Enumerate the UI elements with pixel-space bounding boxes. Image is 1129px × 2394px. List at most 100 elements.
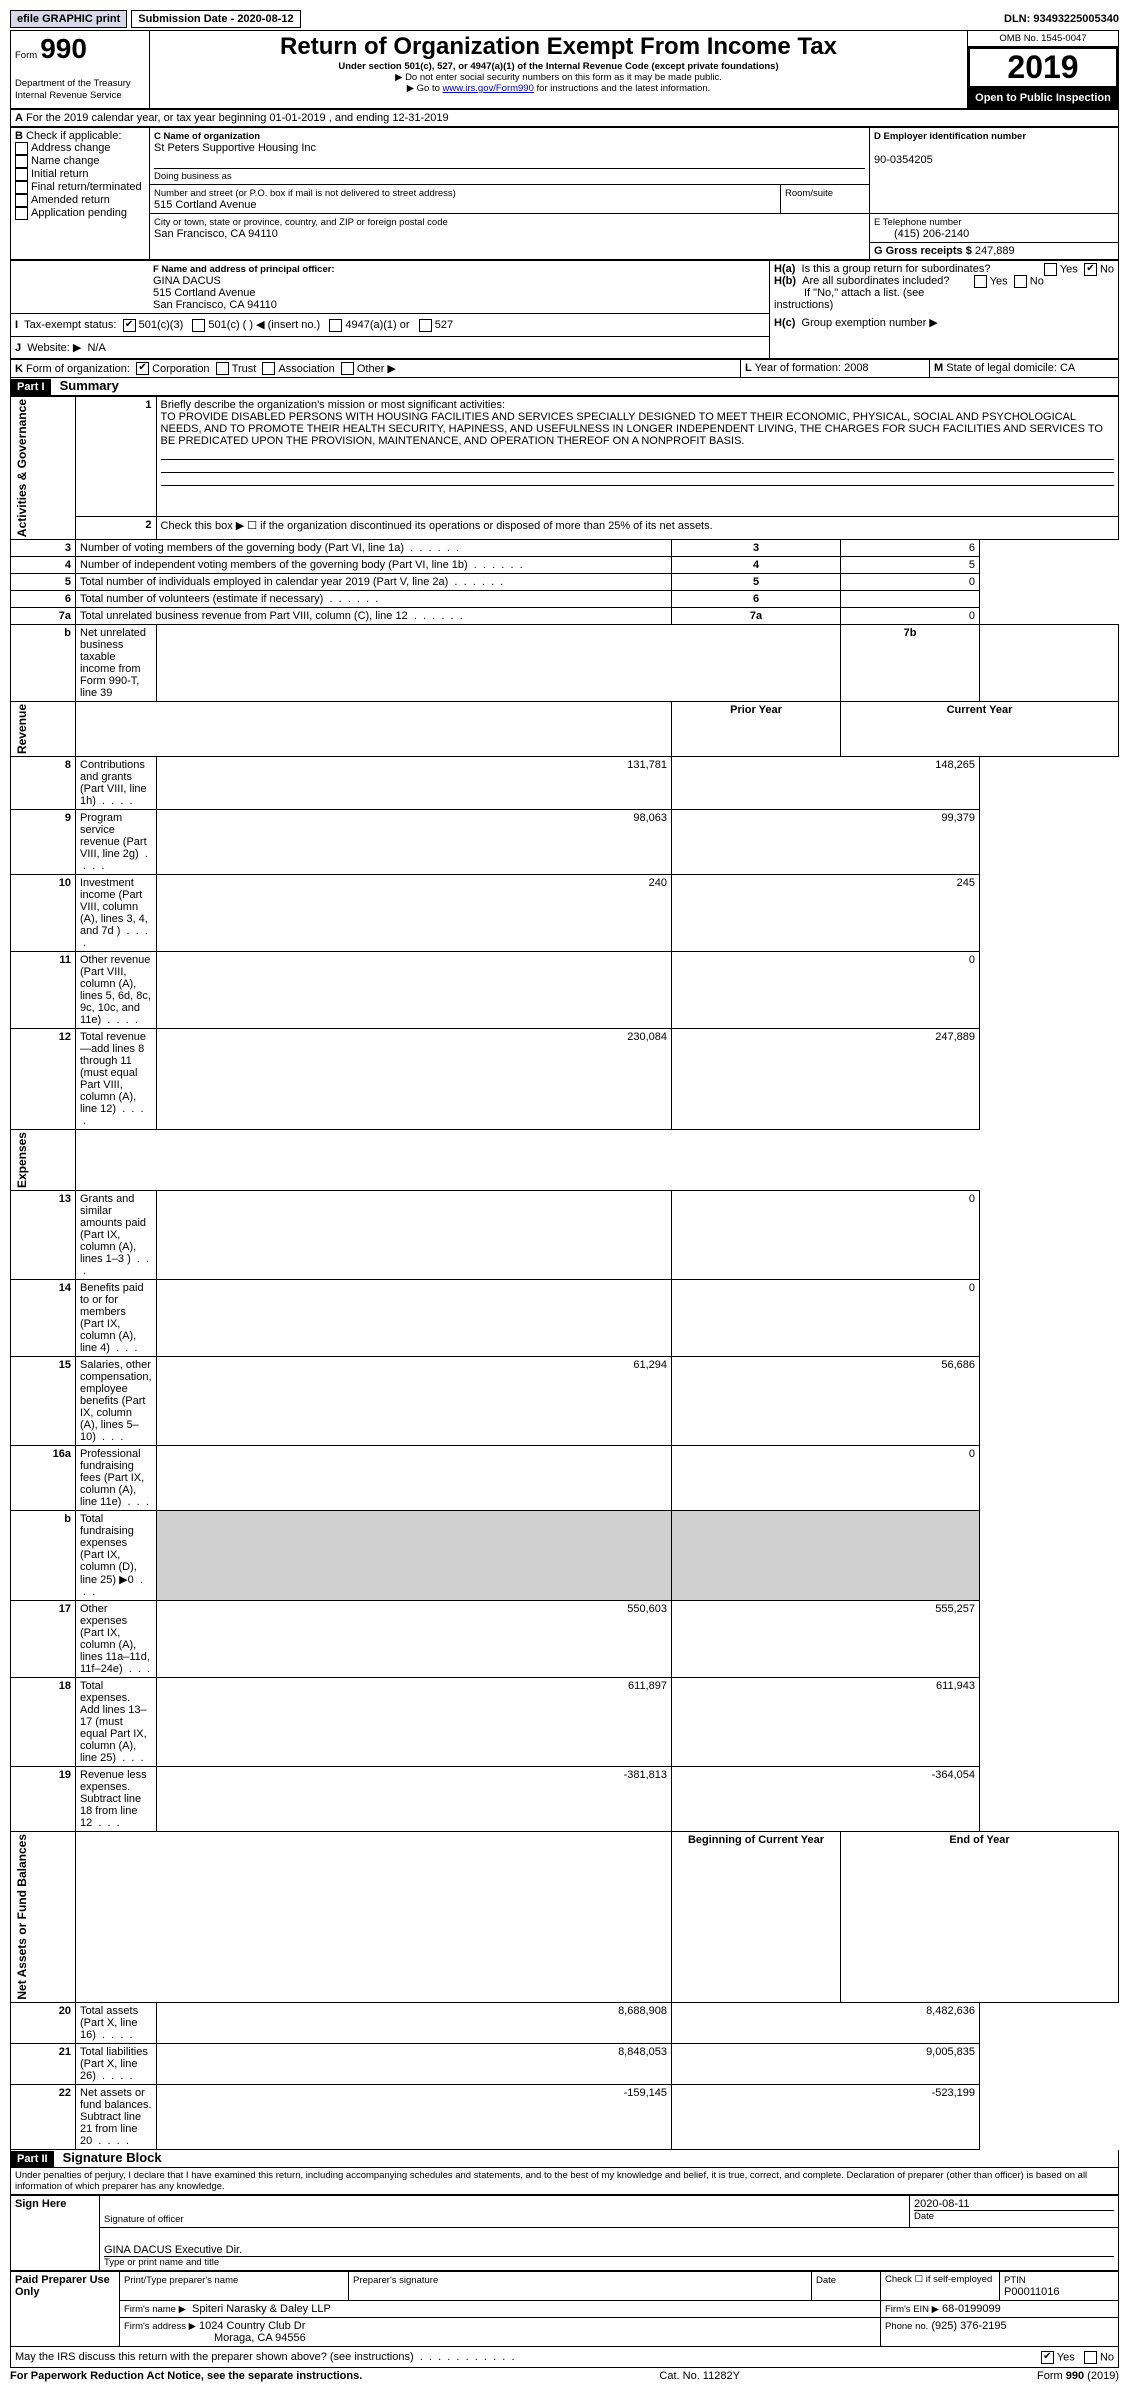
officer-name-title: GINA DACUS Executive Dir. [104,2244,1114,2257]
part2-header: Part II [11,2151,54,2167]
mission-text: TO PROVIDE DISABLED PERSONS WITH HOUSING… [161,411,1103,447]
klm-block: K Form of organization: Corporation Trus… [10,359,1119,379]
footer-left: For Paperwork Reduction Act Notice, see … [10,2370,362,2382]
k-label: Form of organization: [26,363,130,375]
footer-mid: Cat. No. 11282Y [659,2370,740,2382]
officer-name: GINA DACUS [153,275,221,287]
table-row: 21Total liabilities (Part X, line 26) . … [11,2043,1119,2084]
section-revenue: Revenue [15,704,29,754]
city-value: San Francisco, CA 94110 [154,228,278,240]
line2-text: Check this box ▶ ☐ if the organization d… [156,516,1118,539]
warn-ssn: Do not enter social security numbers on … [154,72,963,83]
preparer-block: Paid Preparer Use Only Print/Type prepar… [10,2271,1119,2347]
street-label: Number and street (or P.O. box if mail i… [154,188,456,199]
form-title: Return of Organization Exempt From Incom… [154,33,963,61]
section-netassets: Net Assets or Fund Balances [15,1834,29,2000]
org-name: St Peters Supportive Housing Inc [154,142,316,154]
irs-link[interactable]: www.irs.gov/Form990 [443,83,534,94]
tax-year: 2019 [968,47,1118,88]
e-label: E Telephone number [874,217,962,228]
form-word: Form [15,50,37,61]
table-row: 16aProfessional fundraising fees (Part I… [11,1446,1119,1511]
prep-date-label: Date [816,2275,836,2286]
l-label: Year of formation: [755,362,841,374]
table-row: 19Revenue less expenses. Subtract line 1… [11,1767,1119,1832]
firm-addr-label: Firm's address ▶ [124,2321,196,2332]
gross-receipts: 247,889 [975,245,1015,257]
entity-block: B Check if applicable: Address changeNam… [10,127,1119,260]
city-label: City or town, state or province, country… [154,217,448,228]
d-label: D Employer identification number [874,131,1026,142]
firm-addr2: Moraga, CA 94556 [124,2332,306,2344]
g-label: G Gross receipts $ [874,245,972,257]
table-row: 14Benefits paid to or for members (Part … [11,1280,1119,1357]
website-value: N/A [87,342,105,354]
part1-header: Part I [11,379,51,395]
hb-label: Are all subordinates included? [802,275,949,287]
table-row: 7aTotal unrelated business revenue from … [11,608,1119,625]
section-governance: Activities & Governance [15,399,29,537]
m-label: State of legal domicile: [946,362,1057,374]
b-label: Check if applicable: [26,130,121,142]
f-label: F Name and address of principal officer: [153,264,335,275]
part1-title: Summary [54,378,119,393]
table-row: 18Total expenses. Add lines 13–17 (must … [11,1678,1119,1767]
discuss-line: May the IRS discuss this return with the… [10,2347,1119,2368]
firm-phone-label: Phone no. [885,2321,928,2332]
table-row: 9Program service revenue (Part VIII, lin… [11,810,1119,875]
dept-label: Department of the Treasury Internal Reve… [15,78,131,101]
omb-label: OMB No. 1545-0047 [968,31,1118,47]
street-value: 515 Cortland Avenue [154,199,257,211]
table-row: bTotal fundraising expenses (Part IX, co… [11,1511,1119,1601]
officer-title-label: Type or print name and title [104,2257,1114,2268]
ein-value: 90-0354205 [874,154,933,166]
firm-addr1: 1024 Country Club Dr [199,2320,305,2332]
sig-date: 2020-08-11 [914,2198,969,2210]
prep-sig-label: Preparer's signature [353,2275,438,2286]
prior-year-header: Prior Year [672,702,841,757]
firm-name-label: Firm's name ▶ [124,2304,186,2315]
table-row: 15Salaries, other compensation, employee… [11,1357,1119,1446]
officer-addr2: San Francisco, CA 94110 [153,299,277,311]
ptin-label: PTIN [1004,2275,1026,2286]
table-row: 13Grants and similar amounts paid (Part … [11,1191,1119,1280]
ha-label: Is this a group return for subordinates? [802,263,991,275]
form-number: 990 [40,33,87,64]
form-header: Form 990 Department of the Treasury Inte… [10,30,1119,110]
submission-date: Submission Date - 2020-08-12 [131,10,300,28]
declaration-text: Under penalties of perjury, I declare th… [10,2168,1119,2195]
table-row: 20Total assets (Part X, line 16) . . . .… [11,2002,1119,2043]
line1-label: Briefly describe the organization's miss… [161,399,505,411]
part1-table: Activities & Governance 1 Briefly descri… [10,396,1119,2150]
table-row: 6Total number of volunteers (estimate if… [11,591,1119,608]
hb-note: If "No," attach a list. (see instruction… [774,287,924,311]
current-year-header: Current Year [841,702,1119,757]
section-expenses: Expenses [15,1132,29,1188]
hc-label: Group exemption number ▶ [802,317,938,329]
table-row: 11Other revenue (Part VIII, column (A), … [11,952,1119,1029]
j-label: Website: ▶ [27,342,81,354]
firm-name: Spiteri Narasky & Daley LLP [192,2303,331,2315]
table-row: 8Contributions and grants (Part VIII, li… [11,757,1119,810]
firm-ein: 68-0199099 [942,2303,1001,2315]
dba-label: Doing business as [154,168,865,182]
part2-title: Signature Block [57,2150,162,2165]
beg-year-header: Beginning of Current Year [672,1832,841,2003]
dln-label: DLN: 93493225005340 [1004,13,1119,25]
check-self: Check ☐ if self-employed [881,2271,1000,2300]
table-row: 4Number of independent voting members of… [11,557,1119,574]
table-row: 3Number of voting members of the governi… [11,540,1119,557]
room-label: Room/suite [785,188,833,199]
firm-phone: (925) 376-2195 [931,2320,1006,2332]
table-row: 12Total revenue—add lines 8 through 11 (… [11,1029,1119,1130]
signature-block: Sign Here Signature of officer 2020-08-1… [10,2195,1119,2271]
table-row: 10Investment income (Part VIII, column (… [11,875,1119,952]
end-year-header: End of Year [841,1832,1119,2003]
paid-preparer-label: Paid Preparer Use Only [11,2271,120,2346]
efile-print-button[interactable]: efile GRAPHIC print [10,10,127,28]
table-row: 17Other expenses (Part IX, column (A), l… [11,1601,1119,1678]
top-bar: efile GRAPHIC print Submission Date - 20… [10,10,1119,28]
firm-ein-label: Firm's EIN ▶ [885,2304,939,2315]
table-row: 5Total number of individuals employed in… [11,574,1119,591]
sig-officer-label: Signature of officer [104,2214,905,2225]
